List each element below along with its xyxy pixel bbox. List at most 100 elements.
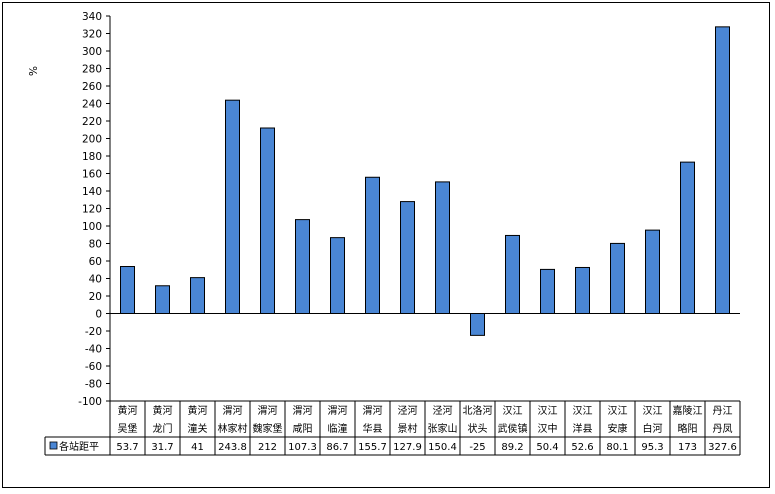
category-label-line1: 渭河 (293, 405, 313, 417)
category-label-line2: 丹凤 (713, 423, 733, 435)
y-tick-label: 260 (82, 81, 102, 93)
category-label-line2: 汉中 (538, 422, 558, 435)
chart-frame (2, 2, 770, 488)
bar (435, 181, 450, 314)
category-label-line1: 汉江 (573, 405, 593, 417)
category-label-line1: 黄河 (188, 404, 208, 417)
data-value-label: 86.7 (326, 442, 348, 453)
y-tick-label: 220 (82, 116, 102, 128)
y-tick-label: -100 (78, 396, 102, 408)
y-tick-label: 180 (82, 151, 102, 163)
data-value-label: 50.4 (536, 442, 558, 453)
category-label-line1: 丹江 (713, 405, 733, 417)
bar (715, 26, 730, 314)
data-value-label: 95.3 (641, 442, 663, 453)
y-tick-label: 100 (82, 221, 102, 233)
category-label-line2: 潼关 (188, 422, 208, 435)
category-label-line2: 张家山 (428, 422, 458, 435)
bars (120, 26, 730, 336)
category-label-line1: 北洛河 (463, 404, 493, 417)
y-tick-label: 40 (89, 274, 102, 286)
y-tick-label: -20 (85, 326, 102, 338)
category-label-line1: 渭河 (258, 405, 278, 417)
category-label-line2: 林家村 (218, 422, 248, 435)
category-label-line2: 华县 (363, 422, 383, 435)
bar (575, 266, 590, 315)
y-tick-label: 80 (89, 239, 102, 251)
category-label-line1: 汉江 (643, 405, 663, 417)
category-label-line2: 洋县 (573, 422, 593, 435)
legend-label: 各站距平 (59, 440, 99, 453)
data-value-label: 155.7 (358, 442, 387, 453)
y-tick-label: 200 (82, 134, 102, 146)
bar (680, 161, 695, 314)
axes (109, 16, 740, 401)
data-value-label: 107.3 (288, 442, 317, 453)
data-value-label: 212 (258, 442, 277, 453)
y-tick-label: 320 (82, 29, 102, 41)
data-value-label: 31.7 (151, 442, 173, 453)
category-label-line1: 汉江 (503, 405, 523, 417)
bar (365, 176, 380, 314)
category-label-line2: 略阳 (678, 422, 698, 435)
category-label-line2: 咸阳 (293, 423, 313, 435)
bar (470, 313, 485, 336)
bar (330, 237, 345, 314)
y-axis-label: % (28, 66, 40, 76)
category-label-line2: 白河 (643, 422, 663, 435)
y-tick-label: 240 (82, 99, 102, 111)
data-value-label: 173 (678, 442, 697, 453)
bar (120, 266, 135, 315)
data-value-label: 41 (191, 442, 204, 453)
y-tick-label: -80 (85, 379, 102, 391)
y-tick-label: 120 (82, 204, 102, 216)
bar (505, 234, 520, 314)
y-tick-label: 300 (82, 46, 102, 58)
bar (190, 277, 205, 314)
category-label-line1: 渭河 (328, 405, 348, 417)
bar (260, 127, 275, 314)
category-label-line2: 安康 (608, 422, 628, 435)
data-value-label: 80.1 (606, 442, 628, 453)
y-tick-label: 140 (82, 186, 102, 198)
data-value-label: 327.6 (708, 442, 737, 453)
bar (645, 229, 660, 314)
bar (225, 99, 240, 314)
y-tick-label: -40 (85, 344, 102, 356)
y-tick-label: 160 (82, 169, 102, 181)
category-label-line1: 黄河 (118, 404, 138, 417)
bar (400, 201, 415, 314)
legend-swatch (49, 441, 58, 450)
y-tick-label: 340 (82, 11, 102, 23)
data-value-label: 89.2 (501, 442, 523, 453)
y-tick-label: 60 (89, 256, 102, 268)
category-label-line1: 汉江 (608, 405, 628, 417)
category-label-line2: 临潼 (328, 422, 348, 435)
category-label-line2: 武侯镇 (498, 422, 528, 435)
data-value-label: 52.6 (571, 442, 593, 453)
data-value-label: 53.7 (116, 442, 138, 453)
category-label-line2: 景村 (398, 422, 418, 435)
data-value-label: 150.4 (428, 442, 457, 453)
data-value-label: 127.9 (393, 442, 422, 453)
category-label-line2: 吴堡 (118, 422, 138, 435)
category-label-line1: 泾河 (398, 404, 418, 417)
category-label-line2: 魏家堡 (253, 422, 283, 435)
category-label-line1: 渭河 (363, 405, 383, 417)
category-label-line1: 渭河 (223, 405, 243, 417)
category-label-line1: 泾河 (433, 404, 453, 417)
y-tick-label: 280 (82, 64, 102, 76)
bar (295, 219, 310, 314)
category-label-line2: 状头 (468, 422, 488, 435)
data-value-label: -25 (469, 442, 485, 453)
data-value-label: 243.8 (218, 442, 247, 453)
category-label-line2: 龙门 (153, 422, 173, 435)
bar (540, 268, 555, 314)
bar (155, 285, 170, 315)
y-tick-label: 0 (95, 309, 102, 321)
category-label-line1: 汉江 (538, 405, 558, 417)
category-label-line1: 黄河 (153, 404, 173, 417)
y-tick-label: 20 (89, 291, 102, 303)
